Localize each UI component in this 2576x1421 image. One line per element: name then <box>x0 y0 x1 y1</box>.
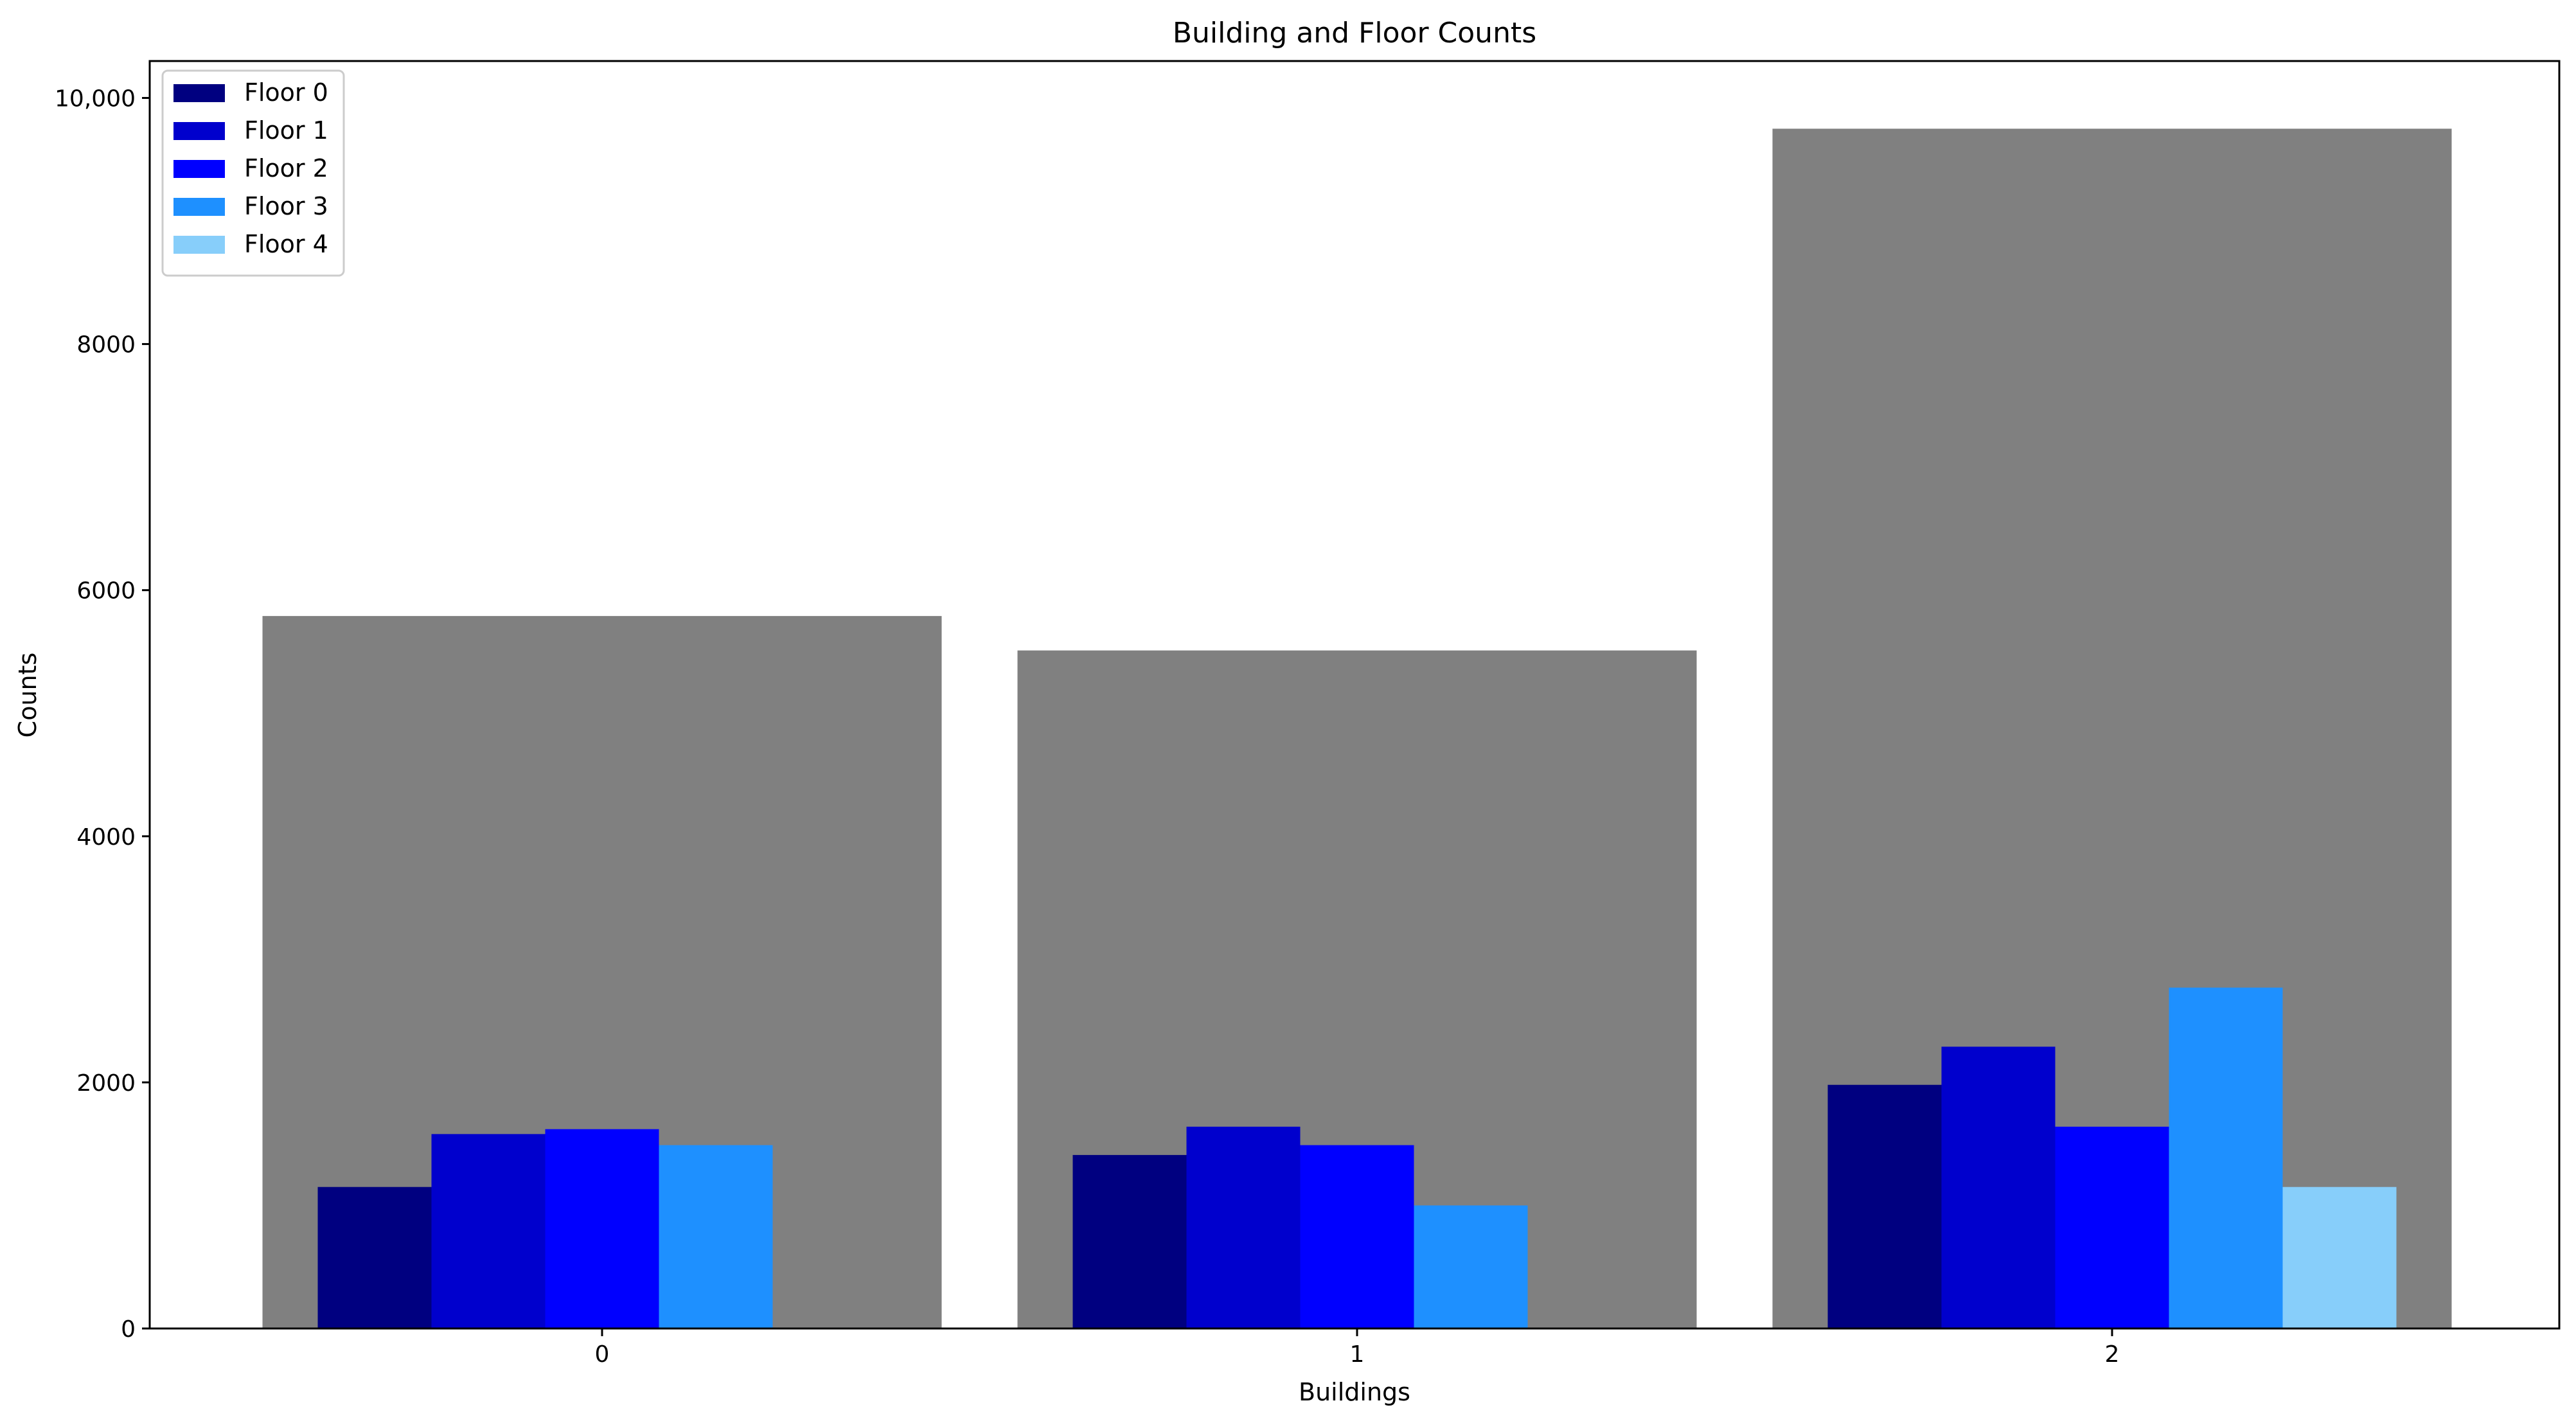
legend-swatch <box>173 198 225 216</box>
y-tick-label: 4000 <box>76 824 136 851</box>
x-axis-label: Buildings <box>1299 1378 1410 1406</box>
chart-title: Building and Floor Counts <box>1173 17 1536 49</box>
axes-layer: 0 2000 4000 6000 8000 10,000 0 1 2 <box>55 60 2561 1368</box>
x-tick-label: 2 <box>2105 1341 2120 1368</box>
legend-swatch <box>173 236 225 254</box>
floor-bar <box>1941 1046 2056 1328</box>
x-tick-label: 0 <box>595 1341 610 1368</box>
y-tick-label: 6000 <box>76 578 136 605</box>
legend-swatch <box>173 84 225 102</box>
floor-bar <box>545 1129 659 1328</box>
floor-bar <box>1186 1126 1301 1328</box>
y-axis-label: Counts <box>13 653 42 738</box>
floor-bar <box>1072 1154 1187 1328</box>
floor-bar <box>2282 1187 2397 1328</box>
legend-label: Floor 0 <box>244 78 328 107</box>
floor-bar <box>2169 987 2283 1328</box>
floor-bar <box>1414 1205 1528 1328</box>
legend-label: Floor 4 <box>244 230 328 258</box>
legend: Floor 0 Floor 1 Floor 2 Floor 3 Floor 4 <box>161 69 345 277</box>
floor-bar <box>1827 1084 1942 1328</box>
floor-bar <box>2055 1126 2169 1328</box>
plot-frame <box>148 60 2561 1330</box>
y-tick-label: 10,000 <box>55 85 136 112</box>
y-tick-label: 0 <box>121 1316 136 1343</box>
y-tick-label: 8000 <box>76 332 136 358</box>
floor-bar <box>317 1187 432 1328</box>
floor-bar <box>659 1145 773 1328</box>
floor-bar <box>431 1134 546 1328</box>
legend-swatch <box>173 160 225 178</box>
legend-swatch <box>173 122 225 140</box>
legend-label: Floor 2 <box>244 154 328 182</box>
bars-layer <box>262 128 2452 1329</box>
legend-label: Floor 3 <box>244 192 328 220</box>
floor-bar <box>1300 1145 1414 1328</box>
x-tick-label: 1 <box>1350 1341 1365 1368</box>
y-tick-label: 2000 <box>76 1070 136 1097</box>
legend-label: Floor 1 <box>244 116 328 145</box>
legend-box <box>161 69 345 277</box>
